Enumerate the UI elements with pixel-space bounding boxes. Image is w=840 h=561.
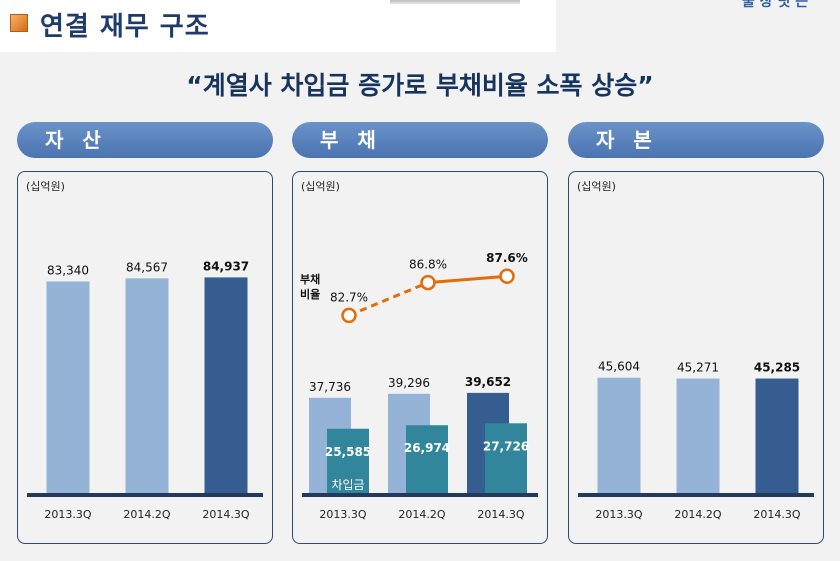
assets-chart-panel: (십억원) 83,340 2013.3Q 84,567 2014.2Q 84,937 20…: [17, 171, 273, 544]
ratio-data-label: 87.6%: [486, 251, 528, 265]
page-title: 연결 재무 구조: [40, 12, 210, 42]
data-label: 84,567: [126, 260, 168, 274]
x-tick-label: 2013.3Q: [595, 508, 642, 521]
ratio-series-label: 비율: [300, 287, 320, 301]
borrowings-bar-2014.3Q: [485, 423, 527, 494]
corner-logo-text: 물 상 닛 는: [742, 0, 809, 10]
borrowings-bar-2013.3Q: [327, 428, 369, 494]
data-label: 45,271: [677, 361, 719, 375]
borrowings-series-label: 차입금: [331, 478, 364, 492]
ratio-line-dashed-segment: [348, 281, 429, 317]
bar-2014.3Q: [204, 277, 248, 494]
ratio-point: [420, 274, 436, 291]
data-label: 39,296: [388, 376, 430, 390]
title-bar: 연결 재무 구조: [0, 0, 556, 52]
borrowings-data-label: 25,585: [325, 445, 371, 459]
unit-label: (십억원): [301, 180, 340, 193]
square-bullet-icon: [10, 14, 28, 32]
ratio-data-label: 86.8%: [409, 258, 447, 272]
headline: “계열사 차입금 증가로 부채비율 소폭 상승”: [186, 71, 654, 100]
top-divider: [390, 0, 520, 4]
ratio-line-solid-segment: [427, 274, 508, 285]
data-label: 84,937: [203, 259, 249, 273]
bar-2013.3Q: [46, 281, 90, 494]
data-label: 83,340: [47, 263, 89, 277]
ratio-point: [341, 307, 357, 324]
equity-chart: 45,604 2013.3Q 45,271 2014.2Q 45,285 2014.3Q: [578, 360, 814, 521]
unit-label: (십억원): [577, 180, 616, 193]
liabilities-chart: 37,736 2013.3Q 39,296 2014.2Q 39,652 2014.3Q 2…: [300, 251, 538, 521]
x-tick-label: 2013.3Q: [44, 508, 91, 521]
assets-header-pill: 자 산: [17, 122, 273, 158]
x-tick-label: 2014.2Q: [398, 508, 445, 521]
borrowings-bar-2014.2Q: [406, 425, 448, 494]
data-label: 39,652: [465, 375, 511, 389]
ratio-point: [499, 268, 515, 284]
ratio-data-label: 82.7%: [330, 290, 368, 304]
x-axis-baseline: [302, 493, 538, 497]
x-tick-label: 2013.3Q: [319, 508, 366, 521]
x-tick-label: 2014.3Q: [202, 508, 249, 521]
bar-2014.2Q: [125, 278, 169, 494]
ratio-series-label: 부채: [300, 272, 320, 286]
bar-2013.3Q: [597, 377, 641, 494]
data-label: 45,604: [598, 360, 640, 374]
liabilities-header-pill: 부 채: [292, 122, 548, 158]
liabilities-chart-panel: (십억원) 37,736 2013.3Q 39,296 2014.2Q 39,652 20…: [292, 171, 548, 544]
x-tick-label: 2014.3Q: [753, 508, 800, 521]
data-label: 45,285: [754, 361, 800, 375]
assets-chart: 83,340 2013.3Q 84,567 2014.2Q 84,937 2014.3Q: [27, 259, 263, 521]
x-tick-label: 2014.2Q: [674, 508, 721, 521]
equity-header-pill: 자 본: [568, 122, 824, 158]
x-tick-label: 2014.2Q: [123, 508, 170, 521]
x-tick-label: 2014.3Q: [477, 508, 524, 521]
borrowings-data-label: 27,726: [483, 439, 529, 453]
data-label: 37,736: [309, 380, 351, 394]
x-axis-baseline: [578, 493, 814, 497]
unit-label: (십억원): [26, 180, 65, 193]
bar-2014.2Q: [676, 378, 720, 494]
x-axis-baseline: [27, 493, 263, 497]
equity-chart-panel: (십억원) 45,604 2013.3Q 45,271 2014.2Q 45,285 20…: [568, 171, 824, 544]
borrowings-data-label: 26,974: [404, 441, 450, 455]
bar-2014.3Q: [755, 378, 799, 494]
